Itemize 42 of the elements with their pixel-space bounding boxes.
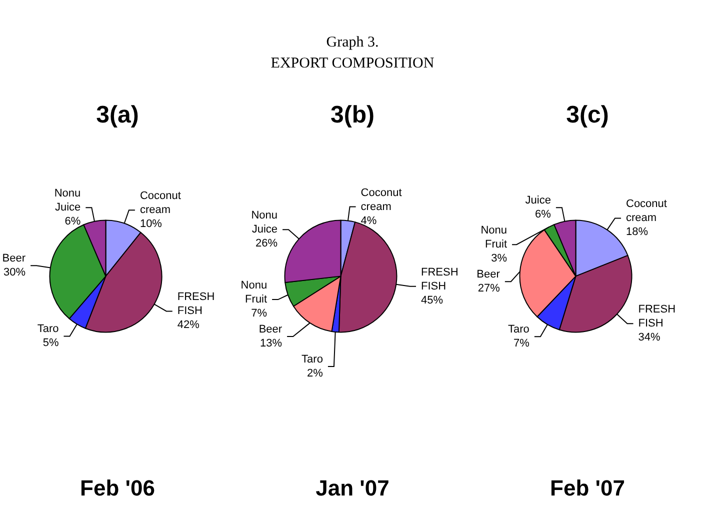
slice-label: Nonu Juice (251, 210, 278, 236)
slice-label: FRESH FISH (638, 304, 676, 330)
slice-label: Coconut cream (140, 190, 181, 216)
data-label: 27% (478, 282, 500, 295)
slice-label: Coconut cream (626, 198, 667, 224)
slice-label: Nonu Fruit (480, 224, 508, 251)
text: EXPORT COMPOSITION (270, 56, 434, 72)
slice-label: FRESH FISH (421, 266, 458, 292)
slice-label: FRESH FISH (177, 291, 215, 318)
data-label: 18% (626, 226, 648, 238)
slice-label: Beer (258, 324, 282, 336)
data-label: 4% (360, 214, 377, 227)
data-label: 5% (42, 337, 59, 350)
data-label: 7% (514, 338, 530, 350)
slice-label: Beer (476, 268, 500, 281)
slice-label: Beer (2, 252, 26, 265)
data-label: 6% (64, 216, 81, 228)
data-label: 42% (177, 319, 200, 332)
slice-label: Taro (508, 324, 530, 336)
data-label: 26% (255, 238, 278, 250)
data-label: 34% (638, 332, 660, 344)
data-label: 3% (491, 252, 508, 265)
data-label: 13% (260, 338, 282, 350)
data-label: 7% (251, 308, 268, 320)
slice-label: Juice (525, 194, 551, 207)
slice-label: Nonu Fruit (240, 280, 268, 306)
slice-label: Nonu Juice (54, 188, 81, 214)
chart-title: 3(c) (566, 102, 609, 128)
chart-title: 3(a) (96, 102, 139, 128)
data-label: 45% (421, 294, 444, 306)
text: Graph 3. (326, 34, 379, 50)
data-label: 10% (140, 218, 162, 230)
text: Feb '06 (80, 476, 155, 500)
data-label: 6% (535, 208, 552, 221)
text: Jan '07 (316, 476, 390, 500)
slice-label: Taro (37, 323, 59, 336)
data-label: 2% (307, 368, 324, 380)
slice-label: Taro (302, 354, 323, 366)
text: Feb '07 (550, 476, 625, 500)
data-label: 30% (4, 266, 26, 279)
chart-title: 3(b) (330, 102, 374, 128)
slice-label: Coconut cream (360, 186, 402, 213)
